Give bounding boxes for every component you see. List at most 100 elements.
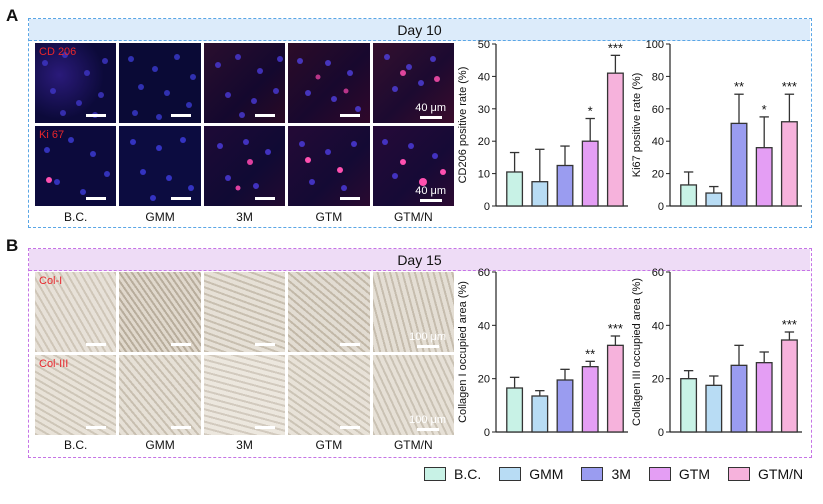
bar (705, 192, 723, 207)
micrograph-col3-gtmn: 100 μm (372, 355, 454, 435)
micrograph-cd206-gmm (119, 43, 201, 123)
y-tick-label: 0 (484, 201, 490, 213)
scale-bar (339, 114, 360, 117)
bar (556, 164, 574, 207)
micrograph-ki67-bc: Ki 67 (35, 126, 117, 206)
bar (780, 339, 798, 433)
y-axis-title: CD206 positive rate (%) (457, 67, 469, 184)
legend-item: GTM (648, 466, 711, 482)
bar (606, 344, 624, 433)
scale-text: 100 μm (409, 414, 446, 426)
significance-label: * (762, 102, 767, 117)
bar (680, 378, 698, 433)
legend: B.C. GMM 3M GTM GTM/N (424, 466, 821, 482)
group-label: GTM/N (393, 438, 433, 452)
scale-bar (86, 197, 107, 200)
group-label: GTM (315, 438, 343, 452)
micrograph-cd206-3m (203, 43, 286, 123)
micrograph-col1-gmm (119, 272, 201, 352)
scale-bar (339, 426, 360, 429)
legend-swatch (424, 467, 446, 481)
y-tick-label: 60 (478, 268, 490, 279)
scale-bar (339, 343, 360, 346)
significance-label: *** (782, 79, 797, 94)
scale-text: 40 μm (415, 102, 446, 114)
brightfield-grid-row2: Col-III 100 μm (35, 355, 454, 435)
y-tick-label: 40 (652, 136, 664, 148)
bar (680, 184, 698, 207)
collagen3-bar-chart: Collagen III occupied area (%) 0 20 40 60 *** (631, 268, 802, 439)
scale-text: 100 μm (409, 331, 446, 343)
bar (705, 384, 723, 433)
y-tick-label: 20 (478, 136, 490, 148)
panel-b-title: Day 15 (397, 251, 442, 268)
group-label: GTM/N (393, 210, 433, 224)
legend-label: B.C. (454, 466, 482, 482)
scale-bar (170, 114, 191, 117)
significance-label: ** (585, 346, 595, 361)
y-tick-label: 100 (646, 40, 664, 51)
scale-bar (170, 343, 191, 346)
significance-label: *** (782, 317, 797, 332)
y-tick-label: 20 (652, 374, 664, 386)
scale-bar (255, 343, 276, 346)
panel-a-group-labels: B.C. GMM 3M GTM GTM/N (35, 210, 454, 224)
y-tick-label: 0 (658, 201, 664, 213)
bar (730, 122, 748, 207)
bar (531, 395, 549, 433)
bar (581, 140, 599, 207)
y-tick-label: 20 (478, 374, 490, 386)
y-axis-title: Collagen I occupied area (%) (457, 281, 469, 423)
bar (755, 147, 773, 207)
legend-label: 3M (611, 466, 631, 482)
y-tick-label: 30 (478, 104, 490, 116)
scale-bar (86, 114, 107, 117)
y-tick-label: 40 (652, 320, 664, 332)
group-label: GTM (315, 210, 343, 224)
scale-bar (255, 426, 276, 429)
brightfield-grid-row1: Col-I 100 μm (35, 272, 454, 352)
legend-item: GTM/N (728, 466, 803, 482)
y-tick-label: 50 (478, 40, 490, 51)
bar (755, 362, 773, 433)
scale-bar (255, 114, 276, 117)
scale-label: 40 μm (415, 102, 446, 119)
scale-bar (86, 426, 107, 429)
bar (780, 121, 798, 207)
scale-bar (416, 428, 439, 431)
panel-a-frame: Day 10 (28, 18, 812, 228)
y-tick-label: 40 (478, 320, 490, 332)
scale-bar (339, 197, 360, 200)
panel-a-letter: A (6, 6, 19, 25)
panel-b-frame: Day 15 (28, 248, 812, 458)
fluorescence-grid-row2: Ki 67 40 μm (35, 126, 454, 206)
micrograph-col1-gtm (288, 272, 370, 352)
significance-label: * (588, 104, 593, 119)
y-tick-label: 0 (658, 427, 664, 439)
legend-item: 3M (581, 466, 631, 482)
y-tick-label: 80 (652, 71, 664, 83)
micrograph-ki67-3m (203, 126, 286, 206)
micrograph-col3-3m (203, 355, 286, 435)
bar (556, 379, 574, 433)
row-label-cd206: CD 206 (39, 46, 77, 58)
scale-bar (419, 199, 442, 202)
group-label: GMM (145, 438, 175, 452)
legend-label: GTM (678, 466, 711, 482)
legend-label: GMM (529, 466, 564, 482)
significance-label: *** (608, 321, 623, 336)
legend-item: GMM (499, 466, 563, 482)
y-axis-title: Collagen III occupied area (%) (631, 278, 643, 426)
legend-swatch (728, 467, 751, 481)
micrograph-cd206-bc: CD 206 (35, 43, 117, 123)
micrograph-cd206-gtmn: 40 μm (372, 43, 454, 123)
scale-bar (86, 343, 107, 346)
legend-item: B.C. (424, 466, 481, 482)
bar (730, 364, 748, 433)
y-tick-label: 60 (652, 104, 664, 116)
group-label: 3M (236, 210, 253, 224)
group-label: B.C. (64, 438, 88, 452)
y-tick-label: 0 (484, 427, 490, 439)
scale-label: 100 μm (409, 331, 446, 348)
